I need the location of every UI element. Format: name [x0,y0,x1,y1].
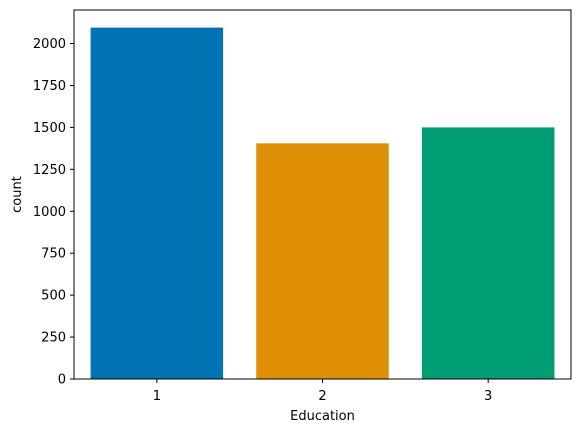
x-tick-label: 3 [484,389,492,404]
y-tick-label: 1750 [33,79,66,94]
y-tick-label: 2000 [33,37,66,52]
y-axis-ticks: 0 250 500 750 1000 1250 1500 1750 2000 [33,37,74,388]
x-tick-label: 1 [153,389,161,404]
bars-group [90,27,555,380]
bar-education-3 [421,127,555,379]
y-axis-label: count [10,176,25,213]
y-tick-label: 1500 [33,121,66,136]
y-tick-label: 750 [41,247,66,262]
x-axis-ticks: 1 2 3 [153,379,492,404]
bar-education-1 [90,27,224,380]
y-tick-label: 1250 [33,163,66,178]
y-tick-label: 250 [41,331,66,346]
y-tick-label: 1000 [33,205,66,220]
x-axis-label: Education [290,409,355,424]
bar-education-2 [256,143,389,379]
x-tick-label: 2 [318,389,326,404]
y-tick-label: 500 [41,289,66,304]
plot-frame [73,9,572,380]
y-tick-label: 0 [58,373,66,388]
